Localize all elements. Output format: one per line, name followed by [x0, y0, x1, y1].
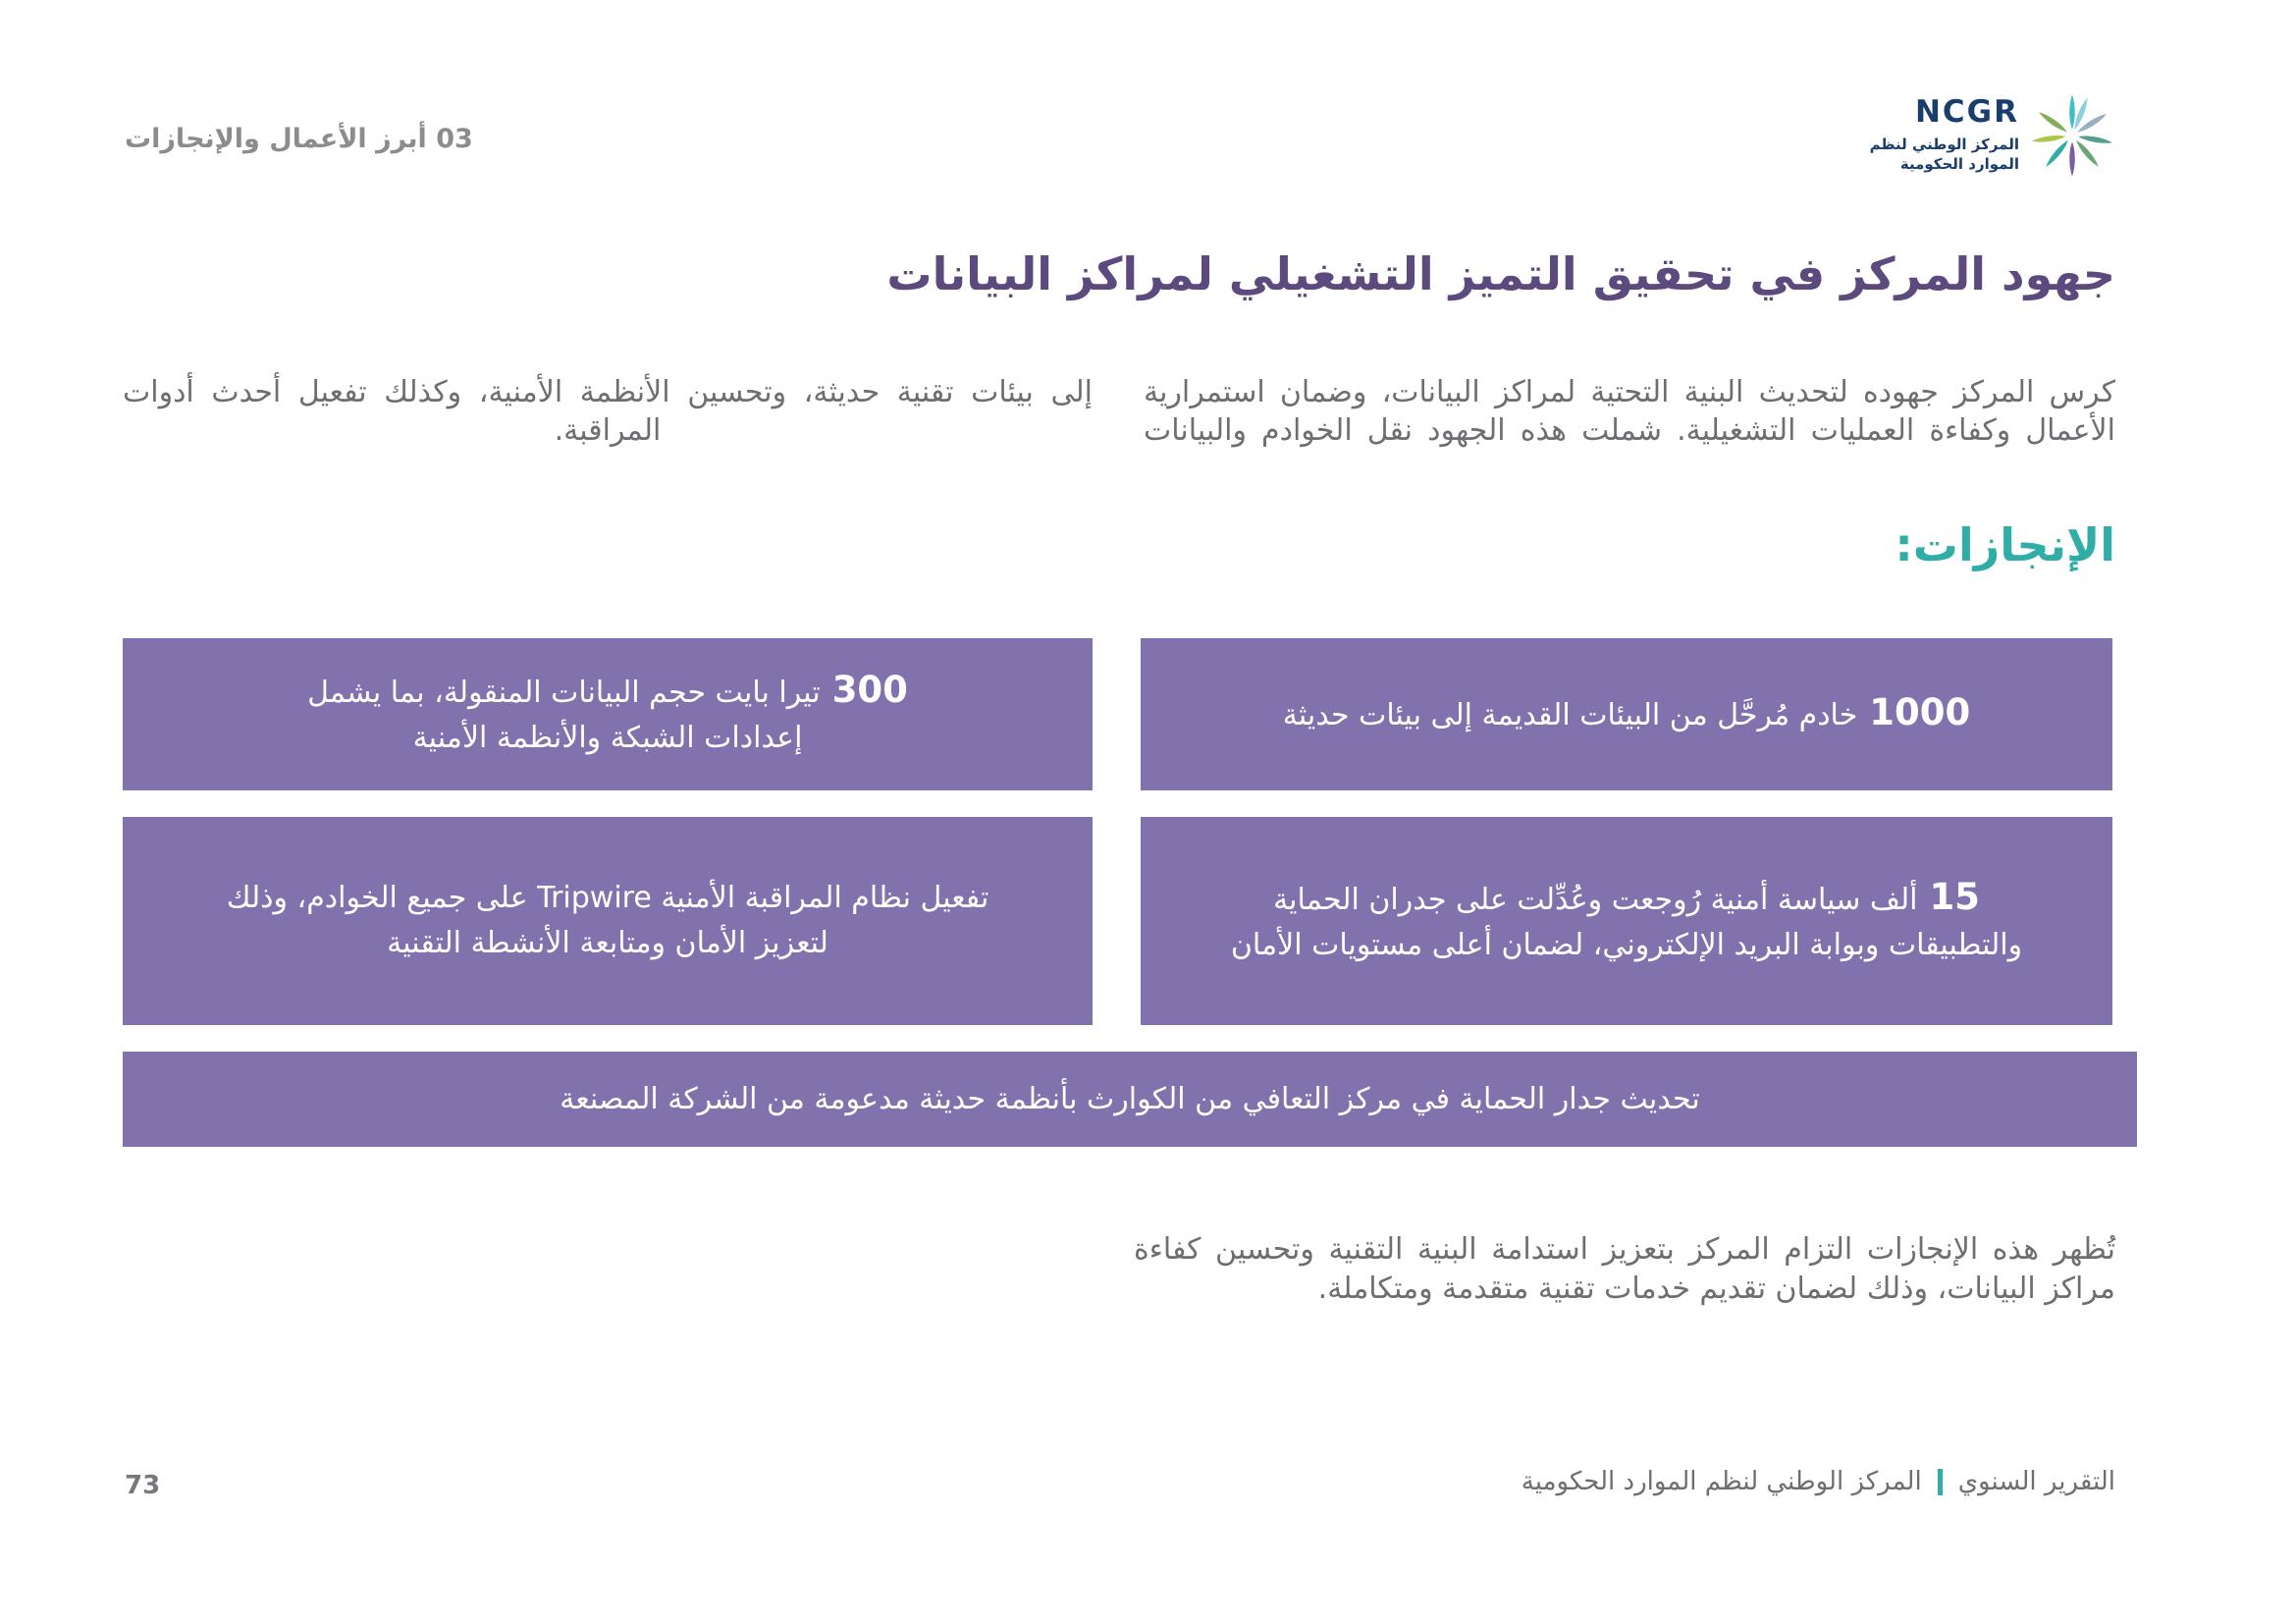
logo-name-line2: الموارد الحكومية: [1899, 155, 2019, 173]
section-label: 03 أبرز الأعمال والإنجازات: [125, 124, 473, 154]
achievement-number: 15: [1929, 875, 1980, 918]
achievement-text: خادم مُرحَّل من البيئات القديمة إلى بيئا…: [1282, 698, 1858, 732]
achievement-line: 15 ألف سياسة أمنية رُوجعت وعُدِّلت على جد…: [1273, 875, 1980, 923]
logo-wordmark: NCGR: [1914, 94, 2019, 130]
achievement-line2: لتعزيز الأمان ومتابعة الأنشطة التقنية: [387, 926, 828, 960]
logo-text-block: NCGR المركز الوطني لنظم الموارد الحكومية: [1870, 97, 2019, 174]
achievement-text: تيرا بايت حجم البيانات المنقولة، بما يشم…: [307, 676, 821, 710]
report-label: التقرير السنوي: [1957, 1467, 2115, 1496]
achievement-line2: إعدادات الشبكة والأنظمة الأمنية: [412, 721, 803, 755]
intro-left-line1: إلى بيئات تقنية حديثة، وتحسين الأنظمة ال…: [123, 375, 1093, 409]
achievement-text: ألف سياسة أمنية رُوجعت وعُدِّلت على جدرا…: [1273, 882, 1918, 917]
achievement-line: تحديث جدار الحماية في مركز التعافي من ال…: [560, 1081, 1700, 1116]
achievement-card-servers: 1000 خادم مُرحَّل من البيئات القديمة إلى …: [1141, 638, 2112, 790]
starburst-icon: [2032, 94, 2112, 177]
intro-paragraph-right: كرس المركز جهوده لتحديث البنية التحتية ل…: [1144, 375, 2115, 448]
achievements-heading: الإنجازات:: [1895, 518, 2115, 571]
intro-paragraph-left: إلى بيئات تقنية حديثة، وتحسين الأنظمة ال…: [123, 373, 1093, 450]
achievement-card-data-volume: 300 تيرا بايت حجم البيانات المنقولة، بما …: [123, 638, 1093, 790]
page-title: جهود المركز في تحقيق التميز التشغيلي لمر…: [886, 247, 2115, 300]
achievement-card-firewall: تحديث جدار الحماية في مركز التعافي من ال…: [123, 1052, 2137, 1147]
footer-separator: [1937, 1468, 1943, 1495]
achievement-number: 1000: [1869, 691, 1971, 733]
achievement-line: 300 تيرا بايت حجم البيانات المنقولة، بما …: [307, 668, 908, 716]
achievement-number: 300: [831, 669, 908, 711]
page-number: 73: [125, 1471, 161, 1500]
logo-name-line1: المركز الوطني لنظم: [1869, 135, 2019, 153]
footer: التقرير السنوي المركز الوطني لنظم الموار…: [1522, 1467, 2115, 1496]
achievement-text: تفعيل نظام المراقبة الأمنية Tripwire على…: [226, 881, 989, 915]
achievement-line: 1000 خادم مُرحَّل من البيئات القديمة إلى …: [1283, 690, 1970, 738]
achievement-card-tripwire: تفعيل نظام المراقبة الأمنية Tripwire على…: [123, 817, 1093, 1025]
achievement-line: تفعيل نظام المراقبة الأمنية Tripwire على…: [227, 876, 989, 921]
ncgr-logo: NCGR المركز الوطني لنظم الموارد الحكومية: [1870, 90, 2117, 181]
intro-left-line2: المراقبة.: [554, 413, 662, 448]
achievement-card-security-policies: 15 ألف سياسة أمنية رُوجعت وعُدِّلت على جد…: [1141, 817, 2112, 1025]
closing-paragraph: تُظهر هذه الإنجازات التزام المركز بتعزيز…: [1134, 1232, 2115, 1306]
achievement-line2: والتطبيقات وبوابة البريد الإلكتروني، لضم…: [1230, 927, 2023, 962]
org-name: المركز الوطني لنظم الموارد الحكومية: [1521, 1467, 1922, 1496]
